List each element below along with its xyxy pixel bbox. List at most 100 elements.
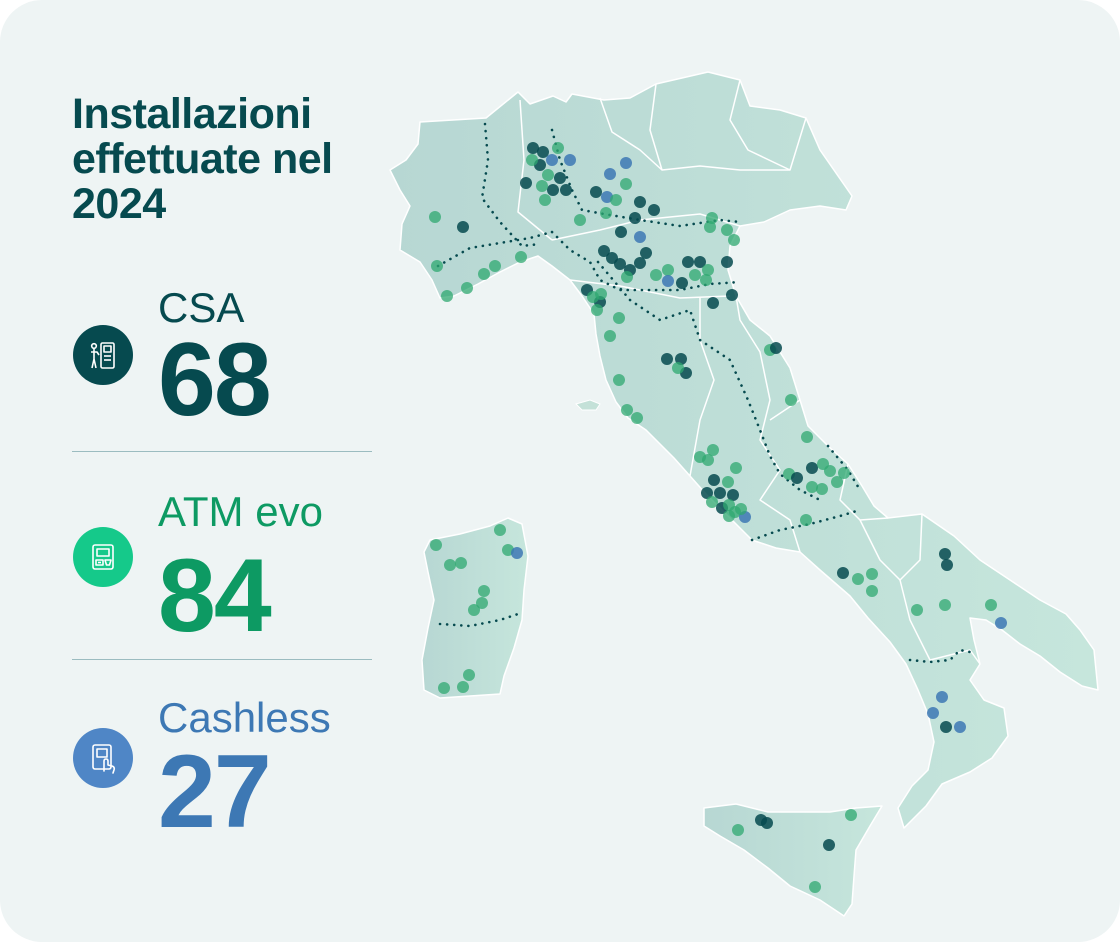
installation-point-csa	[726, 289, 738, 301]
installation-point-cashless	[620, 157, 632, 169]
installation-point-csa	[676, 277, 688, 289]
atm-icon	[73, 527, 133, 587]
installation-point-atm	[552, 142, 564, 154]
installation-point-csa	[537, 146, 549, 158]
installation-point-atm	[723, 510, 735, 522]
installation-point-cashless	[662, 275, 674, 287]
installation-point-atm	[800, 514, 812, 526]
installation-point-csa	[761, 817, 773, 829]
installation-point-atm	[613, 374, 625, 386]
cashless-label: Cashless	[158, 694, 331, 741]
installation-point-atm	[489, 260, 501, 272]
installation-point-atm	[689, 269, 701, 281]
installation-point-atm	[706, 212, 718, 224]
installation-point-cashless	[927, 707, 939, 719]
installation-point-atm	[494, 524, 506, 536]
installation-point-atm	[809, 881, 821, 893]
installation-point-csa	[837, 567, 849, 579]
installation-point-atm	[662, 264, 674, 276]
installation-point-atm	[985, 599, 997, 611]
installation-point-csa	[661, 353, 673, 365]
installation-point-csa	[823, 839, 835, 851]
installation-point-csa	[708, 474, 720, 486]
installation-point-atm	[939, 599, 951, 611]
installation-points	[429, 142, 1007, 893]
csa-label: CSA	[158, 284, 245, 331]
installation-point-atm	[806, 481, 818, 493]
installation-point-atm	[735, 503, 747, 515]
installation-point-atm	[732, 824, 744, 836]
installation-point-csa	[640, 247, 652, 259]
installation-point-atm	[706, 496, 718, 508]
csa-value: 68	[158, 322, 272, 438]
installation-point-csa	[682, 256, 694, 268]
installation-point-atm	[478, 585, 490, 597]
installation-point-atm	[721, 224, 733, 236]
installation-point-atm	[461, 282, 473, 294]
installation-point-csa	[634, 257, 646, 269]
installation-point-atm	[613, 312, 625, 324]
installation-point-atm	[441, 290, 453, 302]
installation-point-atm	[845, 809, 857, 821]
installation-point-atm	[610, 194, 622, 206]
installation-point-csa	[940, 721, 952, 733]
touch-terminal-icon	[73, 728, 133, 788]
installation-point-cashless	[604, 168, 616, 180]
installation-point-csa	[721, 256, 733, 268]
installation-point-csa	[770, 342, 782, 354]
installation-point-csa	[941, 559, 953, 571]
installation-point-atm	[824, 465, 836, 477]
installation-point-atm	[542, 169, 554, 181]
installation-point-csa	[629, 212, 641, 224]
installation-point-atm	[730, 462, 742, 474]
ticket-machine-icon	[73, 325, 133, 385]
mainland-italy	[389, 71, 1099, 829]
installation-point-atm	[631, 412, 643, 424]
installation-point-csa	[598, 245, 610, 257]
page-title: Installazioni effettuate nel 2024	[72, 90, 333, 228]
installation-point-atm	[526, 154, 538, 166]
installation-point-csa	[694, 256, 706, 268]
installation-point-atm	[476, 597, 488, 609]
installation-point-atm	[457, 681, 469, 693]
installation-point-csa	[727, 489, 739, 501]
installation-point-atm	[468, 604, 480, 616]
installation-point-csa	[520, 177, 532, 189]
installation-point-atm	[866, 568, 878, 580]
installation-point-atm	[604, 330, 616, 342]
installation-point-csa	[806, 462, 818, 474]
installation-point-atm	[444, 559, 456, 571]
installation-point-csa	[614, 258, 626, 270]
installation-point-atm	[536, 180, 548, 192]
installation-point-csa	[457, 221, 469, 233]
installation-point-cashless	[634, 231, 646, 243]
installation-point-atm	[801, 431, 813, 443]
installation-point-atm	[430, 539, 442, 551]
installation-point-atm	[574, 214, 586, 226]
atm-value: 84	[158, 538, 272, 654]
installation-point-atm	[478, 268, 490, 280]
installation-point-atm	[702, 264, 714, 276]
installation-point-atm	[852, 573, 864, 585]
installation-point-csa	[648, 204, 660, 216]
installation-point-cashless	[511, 547, 523, 559]
divider	[72, 451, 372, 452]
installation-point-atm	[621, 404, 633, 416]
installation-point-csa	[714, 487, 726, 499]
installation-point-atm	[700, 274, 712, 286]
installation-point-atm	[515, 251, 527, 263]
installation-point-csa	[707, 297, 719, 309]
elba-island	[575, 399, 601, 411]
installation-point-atm	[431, 260, 443, 272]
installation-point-cashless	[995, 617, 1007, 629]
installation-point-atm	[438, 682, 450, 694]
installation-point-atm	[816, 483, 828, 495]
installation-point-atm	[707, 444, 719, 456]
sicily	[703, 803, 883, 917]
installation-point-csa	[560, 184, 572, 196]
divider	[72, 659, 372, 660]
installation-point-csa	[527, 142, 539, 154]
installation-point-csa	[701, 487, 713, 499]
installation-point-atm	[672, 362, 684, 374]
installation-point-atm	[911, 604, 923, 616]
